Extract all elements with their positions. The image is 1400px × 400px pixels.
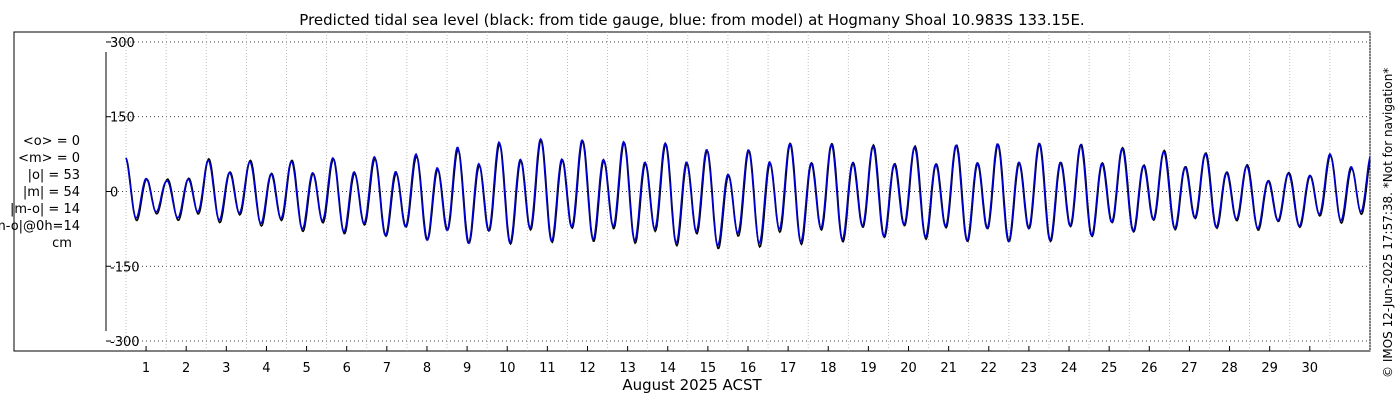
y-tick-label: -300 [110, 335, 140, 350]
stat-line: |m-o| = 14 [10, 202, 80, 217]
x-tick-label: 12 [579, 361, 596, 376]
stat-line: |m-o|@0h=14 [0, 219, 80, 234]
y-tick-label: 300 [110, 36, 135, 51]
credit-text: © IMOS 12-Jun-2025 17:57:38. *Not for na… [1381, 68, 1395, 378]
x-tick-label: 8 [423, 361, 431, 376]
x-tick-label: 9 [463, 361, 471, 376]
stat-line: |o| = 53 [28, 168, 80, 183]
x-tick-label: 6 [343, 361, 351, 376]
x-tick-label: 20 [900, 361, 917, 376]
x-tick-label: 13 [619, 361, 636, 376]
x-tick-label: 17 [780, 361, 797, 376]
stat-line: <m> = 0 [18, 151, 80, 166]
x-tick-label: 3 [222, 361, 230, 376]
x-tick-label: 14 [659, 361, 676, 376]
tide-series-line [125, 139, 1371, 250]
stat-line: |m| = 54 [23, 185, 80, 200]
x-tick-label: 23 [1021, 361, 1038, 376]
x-tick-label: 24 [1061, 361, 1078, 376]
x-tick-label: 2 [182, 361, 190, 376]
y-tick-label: -150 [110, 260, 140, 275]
x-tick-label: 21 [940, 361, 957, 376]
y-tick-label: 0 [110, 186, 118, 201]
x-tick-label: 1 [142, 361, 150, 376]
x-tick-label: 19 [860, 361, 877, 376]
x-tick-label: 7 [383, 361, 391, 376]
x-tick-label: 11 [539, 361, 556, 376]
x-tick-label: 5 [302, 361, 310, 376]
grid-lines [106, 32, 1371, 351]
chart-title: Predicted tidal sea level (black: from t… [299, 11, 1084, 29]
y-tick-label: 150 [110, 111, 135, 126]
tide-series-line [125, 137, 1371, 247]
stats-panel: <o> = 0 <m> = 0 |o| = 53 |m| = 54 |m-o| … [0, 134, 80, 251]
x-axis: 1 2 3 4 5 6 7 8 9 10 11 12 13 14 15 16 17 18 19 20 21 22 23 24 2… [142, 346, 1318, 376]
x-tick-label: 15 [700, 361, 717, 376]
x-tick-label: 29 [1261, 361, 1278, 376]
x-axis-label: August 2025 ACST [622, 376, 762, 394]
y-axis: -300 -150 0 150 300 [105, 36, 140, 350]
x-tick-label: 4 [262, 361, 270, 376]
x-tick-label: 22 [981, 361, 998, 376]
x-tick-label: 10 [499, 361, 516, 376]
x-tick-label: 16 [740, 361, 757, 376]
x-tick-label: 25 [1101, 361, 1118, 376]
stat-line: <o> = 0 [23, 134, 80, 149]
x-tick-label: 28 [1221, 361, 1238, 376]
x-tick-label: 26 [1141, 361, 1158, 376]
x-tick-label: 30 [1302, 361, 1319, 376]
series-group [125, 137, 1371, 250]
stat-line: cm [52, 236, 72, 251]
x-tick-label: 27 [1181, 361, 1198, 376]
x-tick-label: 18 [820, 361, 837, 376]
